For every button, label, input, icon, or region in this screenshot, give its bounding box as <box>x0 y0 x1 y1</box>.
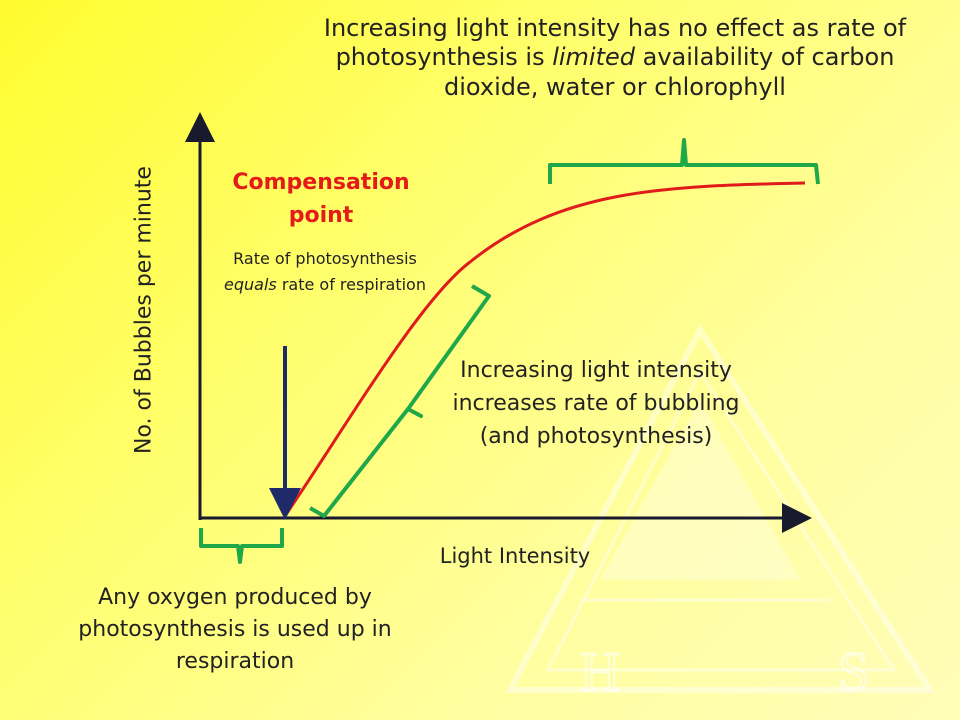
y-axis-label: No. of Bubbles per minute <box>131 166 157 454</box>
plateau-bracket <box>548 138 820 185</box>
below-compensation-annotation: Any oxygen produced by photosynthesis is… <box>78 585 392 675</box>
plateau-text-emphasis: limited <box>552 43 635 72</box>
plateau-text-post: availability of carbon dioxide, water or… <box>444 43 895 101</box>
plateau-text-pre: Increasing light intensity has no effect… <box>323 14 907 72</box>
compensation-point-description: Rate of photosynthesis equals rate of re… <box>210 246 440 297</box>
plateau-annotation: Increasing light intensity has no effect… <box>300 14 930 102</box>
below-compensation-bracket <box>199 528 284 564</box>
watermark-letter-h: H <box>580 641 620 703</box>
compensation-desc-post: rate of respiration <box>276 274 426 294</box>
x-axis-label: Light Intensity <box>439 544 591 568</box>
increasing-bracket <box>309 284 491 518</box>
increasing-annotation: Increasing light intensity increases rat… <box>452 358 740 449</box>
compensation-desc-emphasis: equals <box>224 274 277 294</box>
compensation-desc-line1: Rate of photosynthesis <box>233 249 417 268</box>
compensation-point-title: Compensation point <box>232 170 410 228</box>
rate-curve <box>283 181 806 517</box>
watermark-letter-s: S <box>838 641 869 703</box>
